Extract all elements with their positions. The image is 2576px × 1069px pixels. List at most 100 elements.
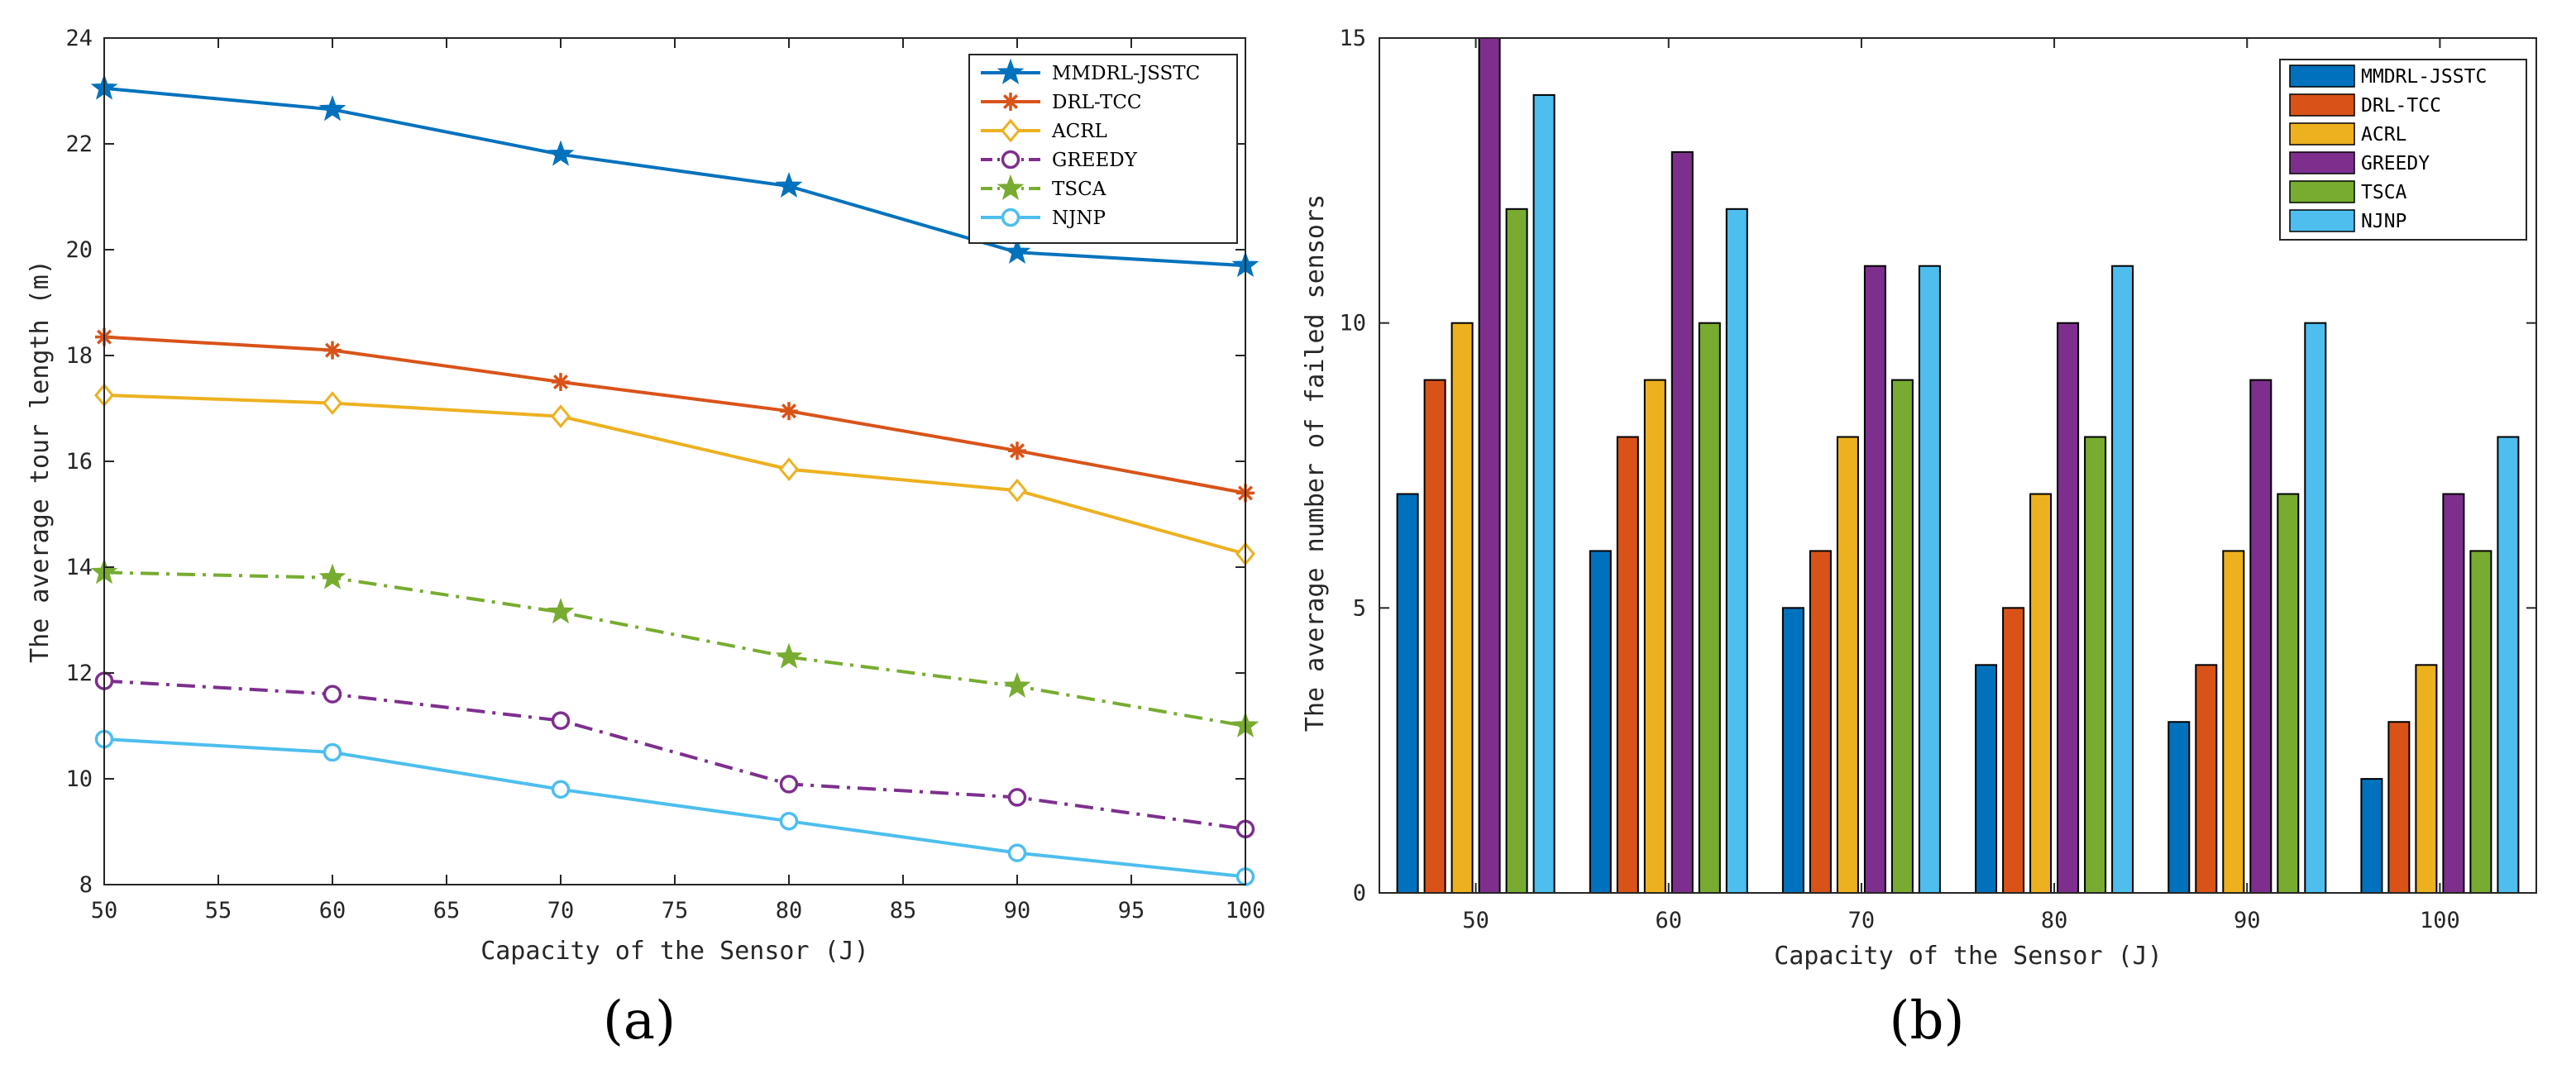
legend-marker xyxy=(1001,118,1020,143)
series-line-acrl xyxy=(103,394,1246,556)
data-point xyxy=(779,775,799,794)
bar-greedy xyxy=(1478,37,1501,894)
legend-entry: TSCA xyxy=(2289,180,2407,203)
panel-a-x-axis-title: Capacity of the Sensor (J) xyxy=(480,937,869,966)
bar-drl-tcc xyxy=(2195,664,2218,894)
legend-label: NJNP xyxy=(1052,208,1106,229)
legend-swatch xyxy=(2289,209,2355,232)
panel-a-x-tick-label: 55 xyxy=(205,898,232,923)
legend-entry: NJNP xyxy=(981,208,1106,229)
series-line-mmdrl-jsstc xyxy=(103,86,1246,268)
data-point xyxy=(775,171,803,198)
panel-a-y-axis-title: The average tour length (m) xyxy=(26,260,55,663)
panel-a-y-tick-label: 8 xyxy=(79,872,93,898)
bar-drl-tcc xyxy=(2387,721,2411,895)
panel-b-x-tick-label: 100 xyxy=(2420,908,2460,933)
legend-label: TSCA xyxy=(2361,182,2407,203)
bar-group-50 xyxy=(1396,37,1556,895)
bar-mmdrl-jsstc xyxy=(2167,721,2191,895)
panel-b-y-tick-label: 0 xyxy=(1353,880,1366,906)
panel-a-y-tick-label: 22 xyxy=(65,131,93,157)
panel-a-y-tick-label: 10 xyxy=(65,766,93,792)
bar-njnp xyxy=(1532,93,1556,894)
panel-a-y-tick-label: 18 xyxy=(65,343,93,369)
panel-a-x-tick-label: 50 xyxy=(91,898,118,923)
data-point xyxy=(323,341,342,360)
panel-b-y-tick-label: 5 xyxy=(1353,595,1366,621)
bar-greedy xyxy=(2249,379,2273,895)
bar-njnp xyxy=(2111,265,2134,894)
legend-label: TSCA xyxy=(1052,179,1106,200)
legend-entry: MMDRL-JSSTC xyxy=(2289,64,2487,88)
bar-greedy xyxy=(1670,150,1694,894)
panel-b-y-tick-label: 10 xyxy=(1339,311,1366,336)
panel-a-y-tick-label: 20 xyxy=(65,237,93,263)
legend-label: DRL-TCC xyxy=(2361,95,2441,117)
bar-mmdrl-jsstc xyxy=(1589,550,1612,895)
data-point xyxy=(1003,671,1031,698)
legend-label: ACRL xyxy=(1051,121,1107,142)
legend-entry: MMDRL-JSSTC xyxy=(981,58,1200,84)
legend-label: NJNP xyxy=(2361,211,2406,232)
panel-b-x-tick-label: 60 xyxy=(1655,908,1682,933)
legend-entry: ACRL xyxy=(2289,122,2406,146)
legend-label: GREEDY xyxy=(2361,153,2430,174)
panel-b-x-tick-label: 90 xyxy=(2234,908,2261,933)
legend-label: MMDRL-JSSTC xyxy=(1052,63,1200,84)
bar-greedy xyxy=(2057,322,2080,894)
panel-b-x-tick-label: 50 xyxy=(1462,908,1489,933)
legend-marker xyxy=(996,58,1025,84)
bar-tsca xyxy=(1890,379,1914,895)
bar-acrl xyxy=(2029,493,2053,894)
bar-acrl xyxy=(2222,550,2245,895)
legend-label: MMDRL-JSSTC xyxy=(2361,66,2487,88)
legend-swatch xyxy=(2289,180,2355,203)
series-greedy xyxy=(94,671,1255,839)
bar-mmdrl-jsstc xyxy=(1396,493,1419,894)
legend-label: DRL-TCC xyxy=(1052,92,1142,113)
data-point xyxy=(1007,478,1027,503)
panel-a-x-tick-label: 65 xyxy=(433,898,461,923)
data-point xyxy=(1003,237,1031,265)
legend-swatch xyxy=(2289,151,2355,174)
data-point xyxy=(551,404,571,428)
panel-b-y-axis-title: The average number of failed sensors xyxy=(1301,194,1330,732)
panel-b-x-tick-label: 80 xyxy=(2041,908,2068,933)
legend-marker xyxy=(1001,208,1020,227)
data-point xyxy=(1007,788,1027,807)
series-line-njnp xyxy=(103,737,1246,879)
bar-mmdrl-jsstc xyxy=(1975,664,1998,894)
panel-b-x-axis-title: Capacity of the Sensor (J) xyxy=(1774,942,2163,971)
series-tsca xyxy=(90,558,1259,737)
bar-acrl xyxy=(1836,436,1859,894)
panel-a-caption: (a) xyxy=(603,990,676,1052)
legend-marker xyxy=(996,174,1025,200)
data-point xyxy=(318,563,346,589)
series-line-greedy xyxy=(103,679,1246,831)
legend-swatch xyxy=(2289,122,2355,146)
data-point xyxy=(775,642,803,669)
bar-acrl xyxy=(1450,322,1474,894)
data-point xyxy=(552,373,570,391)
data-point xyxy=(779,811,799,831)
panel-b-y-tick-label: 15 xyxy=(1339,26,1366,51)
bar-tsca xyxy=(1505,208,1528,895)
series-njnp xyxy=(94,729,1255,886)
bar-drl-tcc xyxy=(1809,550,1832,895)
panel-b-x-tick-label: 70 xyxy=(1848,908,1876,933)
data-point xyxy=(1007,843,1027,862)
bar-greedy xyxy=(1863,265,1886,894)
bar-mmdrl-jsstc xyxy=(2360,778,2383,894)
legend-entry: DRL-TCC xyxy=(981,92,1142,113)
panel-a-x-tick-label: 60 xyxy=(319,898,346,923)
legend-entry: NJNP xyxy=(2289,209,2406,232)
bar-drl-tcc xyxy=(2002,607,2025,894)
panel-a-x-tick-label: 85 xyxy=(890,898,917,923)
series-line-tsca xyxy=(103,570,1246,728)
bar-njnp xyxy=(1725,208,1748,895)
series-line-drl-tcc xyxy=(103,335,1246,495)
data-point xyxy=(323,685,342,704)
data-point xyxy=(547,598,575,624)
panel-b-legend: MMDRL-JSSTC DRL-TCC ACRL GREEDY TSCA NJNP xyxy=(2279,59,2527,241)
